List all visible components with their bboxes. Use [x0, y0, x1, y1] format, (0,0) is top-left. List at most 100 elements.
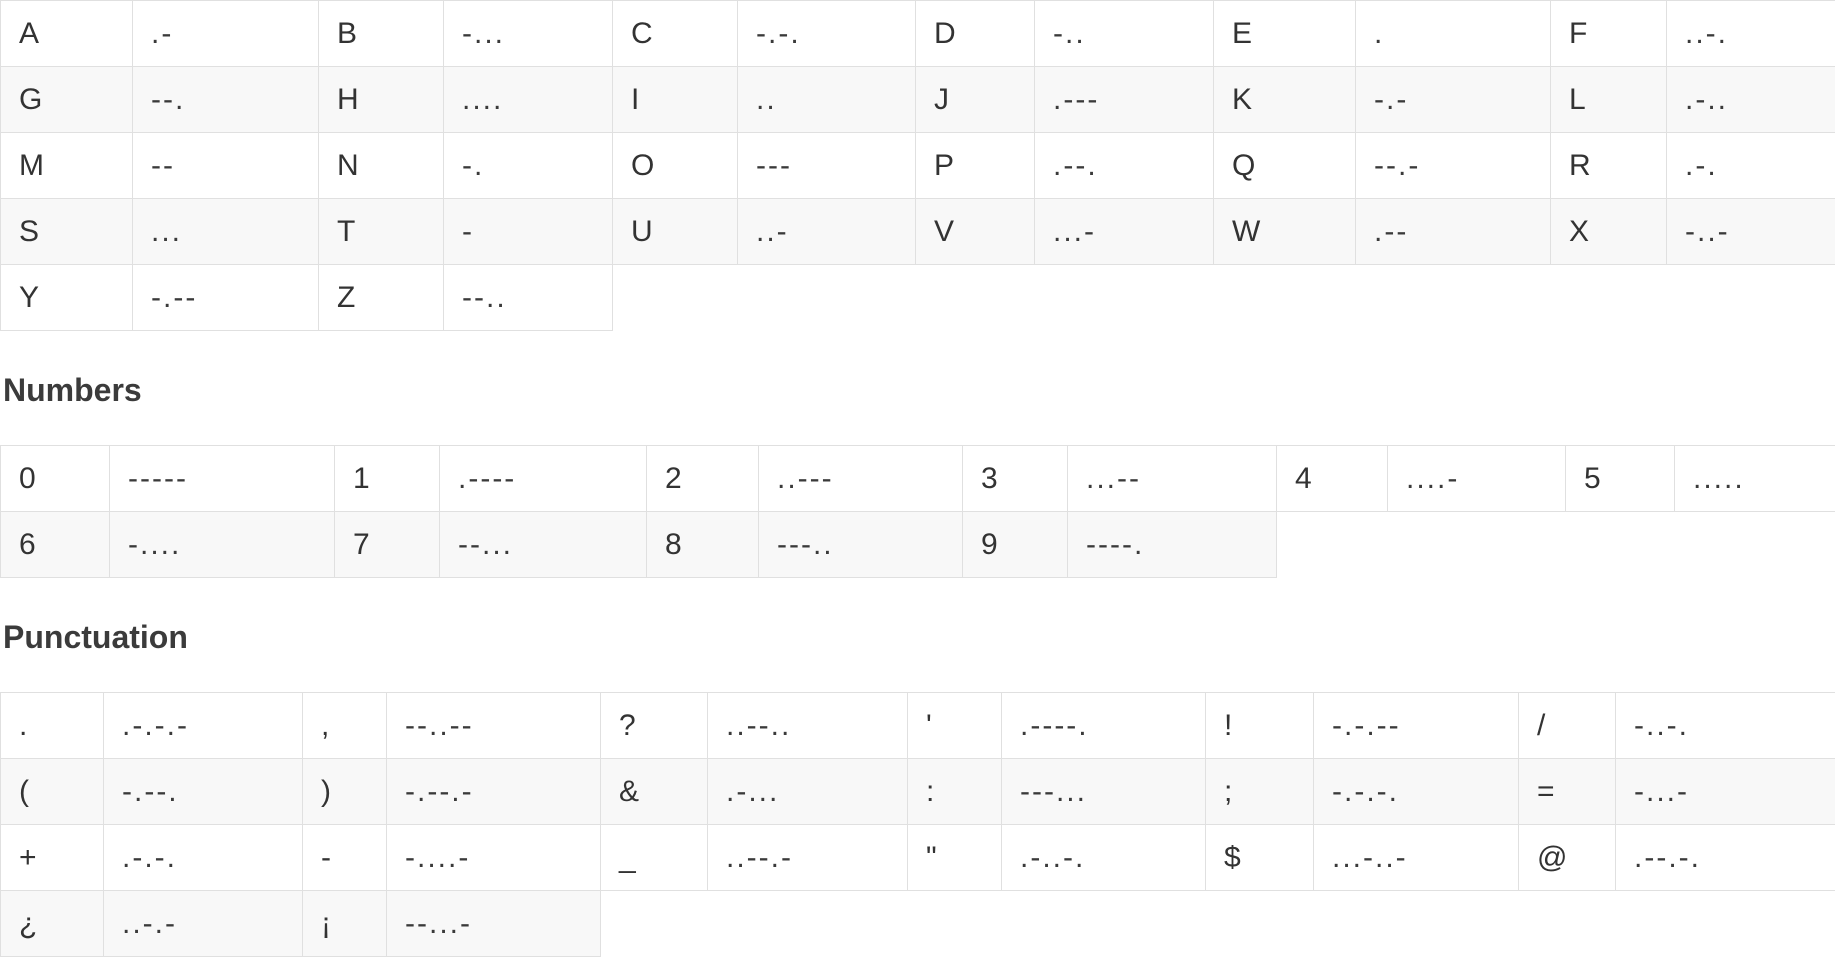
code-cell: -.-: [1356, 67, 1551, 133]
char-cell: I: [613, 67, 738, 133]
code-cell: ..---: [759, 446, 963, 512]
char-cell: 1: [335, 446, 440, 512]
char-cell: ?: [601, 693, 708, 759]
char-cell: Y: [1, 265, 133, 331]
code-cell: -....-: [387, 825, 601, 891]
char-cell: 7: [335, 512, 440, 578]
char-cell: E: [1214, 1, 1356, 67]
code-cell: .: [1356, 1, 1551, 67]
char-cell: B: [319, 1, 444, 67]
char-cell: J: [916, 67, 1035, 133]
char-cell: +: [1, 825, 104, 891]
table-row: S ... T - U ..- V ...- W .-- X -..-: [1, 199, 1835, 265]
table-row: + .-.-. - -....- _ ..--.- " .-..-. $ ...…: [1, 825, 1835, 891]
code-cell: .....: [1675, 446, 1835, 512]
code-cell: ...-: [1035, 199, 1214, 265]
numbers-table: 0 ----- 1 .---- 2 ..--- 3 ...-- 4 ....- …: [0, 445, 1835, 578]
code-cell: --.-: [1356, 133, 1551, 199]
code-cell: ....-: [1388, 446, 1566, 512]
code-cell: .-.-.-: [104, 693, 303, 759]
char-cell: ¿: [1, 891, 104, 957]
char-cell: H: [319, 67, 444, 133]
char-cell: T: [319, 199, 444, 265]
char-cell: P: [916, 133, 1035, 199]
code-cell: ---..: [759, 512, 963, 578]
code-cell: --...: [440, 512, 647, 578]
code-cell: -.: [444, 133, 613, 199]
char-cell: -: [303, 825, 387, 891]
char-cell: O: [613, 133, 738, 199]
code-cell: --..: [444, 265, 613, 331]
char-cell: &: [601, 759, 708, 825]
char-cell: :: [908, 759, 1002, 825]
code-cell: -.--.-: [387, 759, 601, 825]
code-cell: --: [133, 133, 319, 199]
code-cell: ---: [738, 133, 916, 199]
table-row: M -- N -. O --- P .--. Q --.- R .-.: [1, 133, 1835, 199]
char-cell: C: [613, 1, 738, 67]
code-cell: .----.: [1002, 693, 1206, 759]
code-cell: ...: [133, 199, 319, 265]
code-cell: .-: [133, 1, 319, 67]
numbers-heading: Numbers: [3, 371, 1835, 409]
code-cell: .-...: [708, 759, 908, 825]
code-cell: -...-: [1616, 759, 1835, 825]
char-cell: ,: [303, 693, 387, 759]
code-cell: -...: [444, 1, 613, 67]
table-row: 0 ----- 1 .---- 2 ..--- 3 ...-- 4 ....- …: [1, 446, 1835, 512]
char-cell: Z: [319, 265, 444, 331]
code-cell: .--.: [1035, 133, 1214, 199]
code-cell: .---: [1035, 67, 1214, 133]
char-cell: ;: [1206, 759, 1314, 825]
char-cell: @: [1519, 825, 1616, 891]
code-cell: -.--.: [104, 759, 303, 825]
table-row: . .-.-.- , --..-- ? ..--.. ' .----. ! -.…: [1, 693, 1835, 759]
code-cell: ....: [444, 67, 613, 133]
char-cell: G: [1, 67, 133, 133]
char-cell: X: [1551, 199, 1667, 265]
code-cell: -..-: [1667, 199, 1835, 265]
code-cell: .--: [1356, 199, 1551, 265]
code-cell: --.: [133, 67, 319, 133]
char-cell: (: [1, 759, 104, 825]
char-cell: A: [1, 1, 133, 67]
char-cell: K: [1214, 67, 1356, 133]
code-cell: .----: [440, 446, 647, 512]
code-cell: -----: [110, 446, 335, 512]
char-cell: 6: [1, 512, 110, 578]
code-cell: -..: [1035, 1, 1214, 67]
char-cell: !: [1206, 693, 1314, 759]
punctuation-table: . .-.-.- , --..-- ? ..--.. ' .----. ! -.…: [0, 692, 1835, 957]
code-cell: -: [444, 199, 613, 265]
table-row: ( -.--. ) -.--.- & .-... : ---... ; -.-.…: [1, 759, 1835, 825]
char-cell: _: [601, 825, 708, 891]
char-cell: ": [908, 825, 1002, 891]
char-cell: 8: [647, 512, 759, 578]
code-cell: ----.: [1068, 512, 1277, 578]
table-row: A .- B -... C -.-. D -.. E . F ..-.: [1, 1, 1835, 67]
letters-table: A .- B -... C -.-. D -.. E . F ..-. G --…: [0, 0, 1835, 331]
code-cell: -....: [110, 512, 335, 578]
table-row: G --. H .... I .. J .--- K -.- L .-..: [1, 67, 1835, 133]
char-cell: W: [1214, 199, 1356, 265]
char-cell: /: [1519, 693, 1616, 759]
char-cell: $: [1206, 825, 1314, 891]
table-row: 6 -.... 7 --... 8 ---.. 9 ----.: [1, 512, 1835, 578]
char-cell: 3: [963, 446, 1068, 512]
char-cell: 0: [1, 446, 110, 512]
code-cell: ...--: [1068, 446, 1277, 512]
code-cell: --...-: [387, 891, 601, 957]
char-cell: .: [1, 693, 104, 759]
code-cell: ..-: [738, 199, 916, 265]
char-cell: ): [303, 759, 387, 825]
char-cell: M: [1, 133, 133, 199]
code-cell: .-..: [1667, 67, 1835, 133]
code-cell: -..-.: [1616, 693, 1835, 759]
code-cell: ---...: [1002, 759, 1206, 825]
table-row: ¿ ..-.- ¡ --...-: [1, 891, 1835, 957]
code-cell: ..-.-: [104, 891, 303, 957]
table-row: Y -.-- Z --..: [1, 265, 1835, 331]
char-cell: V: [916, 199, 1035, 265]
punctuation-heading: Punctuation: [3, 618, 1835, 656]
